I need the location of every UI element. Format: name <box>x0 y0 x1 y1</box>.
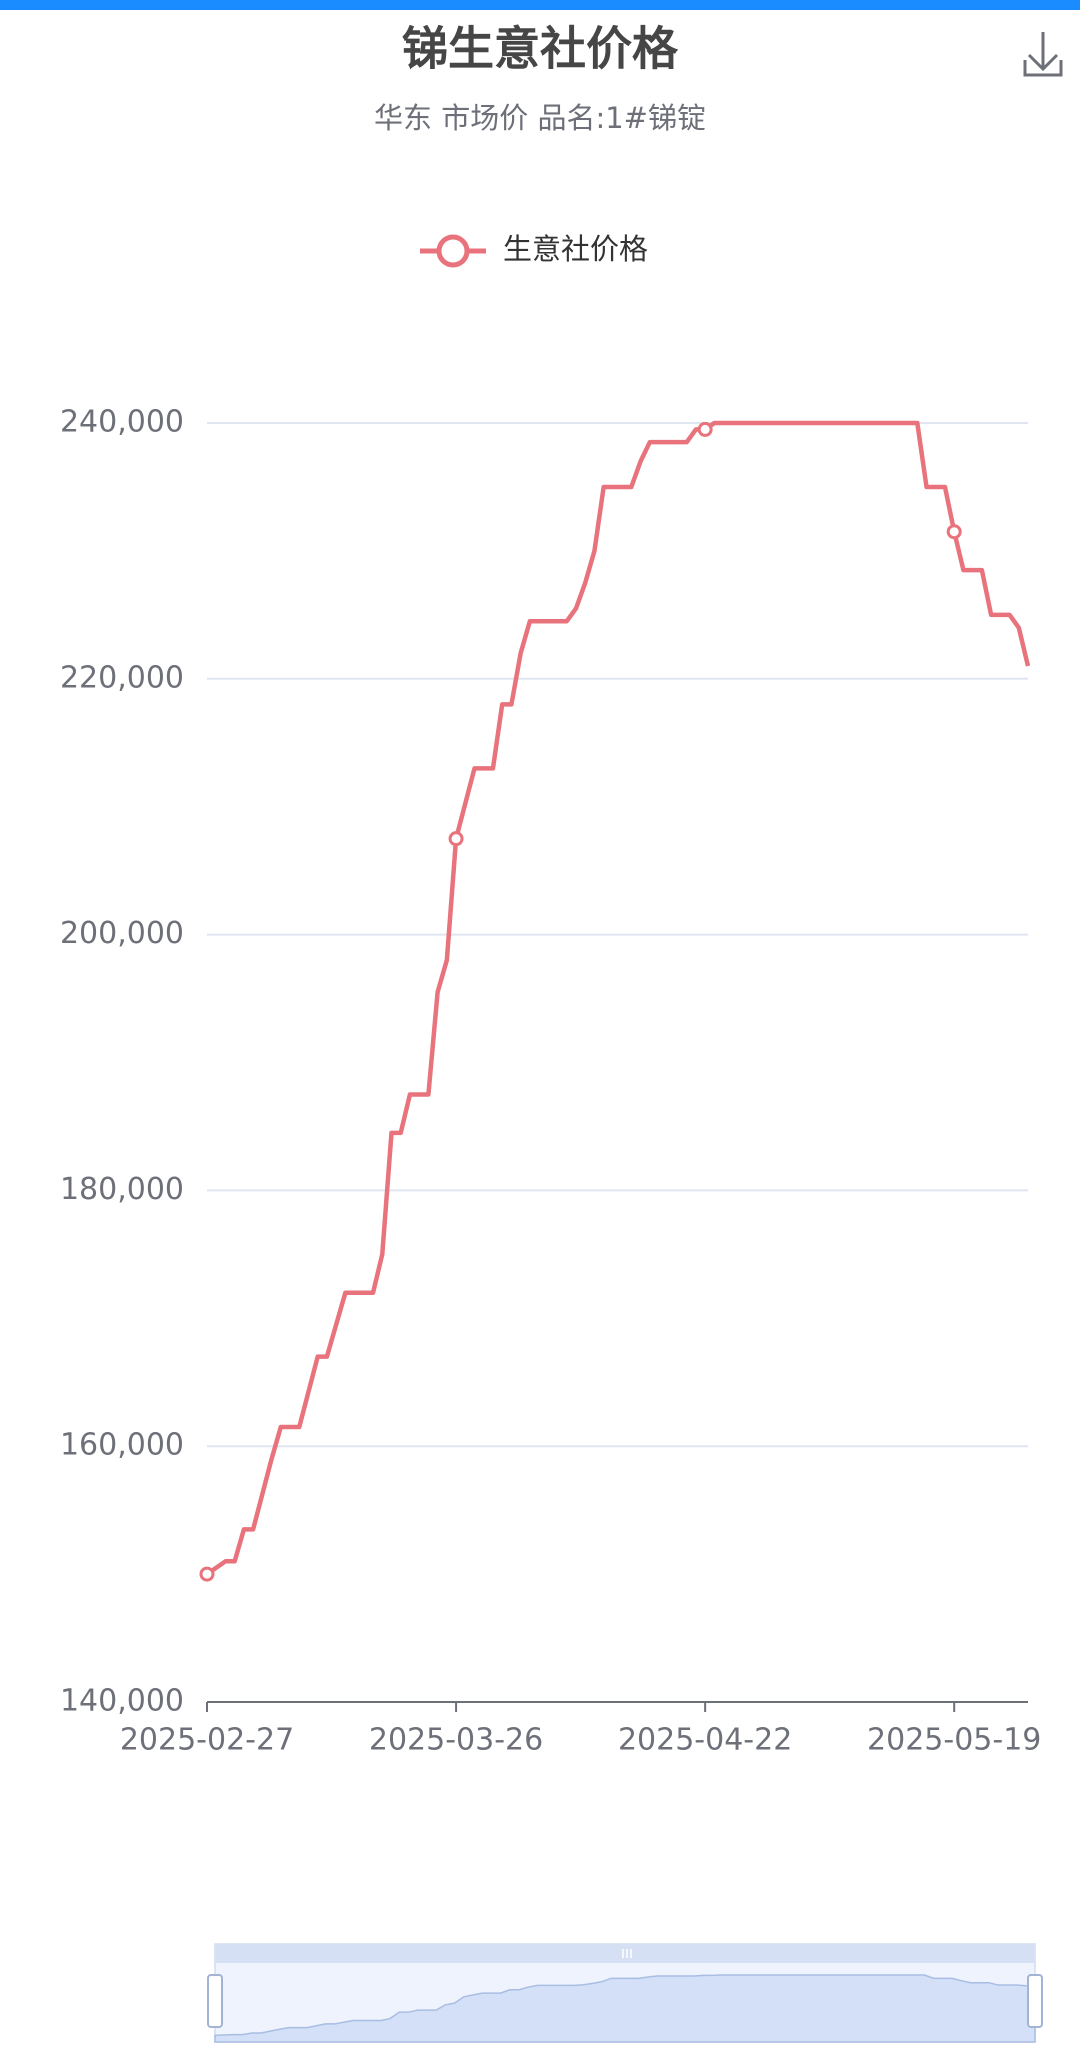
chart-title: 锑生意社价格 <box>402 22 679 76</box>
datazoom-area <box>214 1974 1036 2043</box>
point-symbol <box>946 524 962 540</box>
point-symbol <box>448 831 464 847</box>
y-tick-label: 240,000 <box>60 405 184 440</box>
y-tick-label: 140,000 <box>60 1684 184 1719</box>
legend-symbol <box>436 234 470 268</box>
x-tick-label: 2025-05-19 <box>867 1723 1041 1758</box>
datazoom-handle <box>207 1974 223 2028</box>
y-tick-label: 220,000 <box>60 660 184 695</box>
legend-label: 生意社价格 <box>503 232 648 266</box>
top-bar <box>0 0 1080 10</box>
datazoom-grip <box>622 1949 632 1958</box>
point-symbol <box>199 1566 215 1582</box>
x-tick-label: 2025-03-26 <box>369 1723 543 1758</box>
x-tick-label: 2025-04-22 <box>618 1723 792 1758</box>
y-tick-label: 160,000 <box>60 1428 184 1463</box>
x-tick-label: 2025-02-27 <box>120 1723 294 1758</box>
datazoom-handle <box>1027 1974 1043 2028</box>
chart-subtitle: 华东 市场价 品名:1#锑锭 <box>374 101 706 135</box>
download-glyph[interactable] <box>1023 32 1063 77</box>
y-tick-label: 180,000 <box>60 1172 184 1207</box>
series-line <box>205 420 1031 1576</box>
y-tick-label: 200,000 <box>60 916 184 951</box>
download-icon[interactable] <box>1023 32 1063 77</box>
point-symbol <box>697 421 713 437</box>
datazoom-handle-bar <box>215 1944 1035 1963</box>
